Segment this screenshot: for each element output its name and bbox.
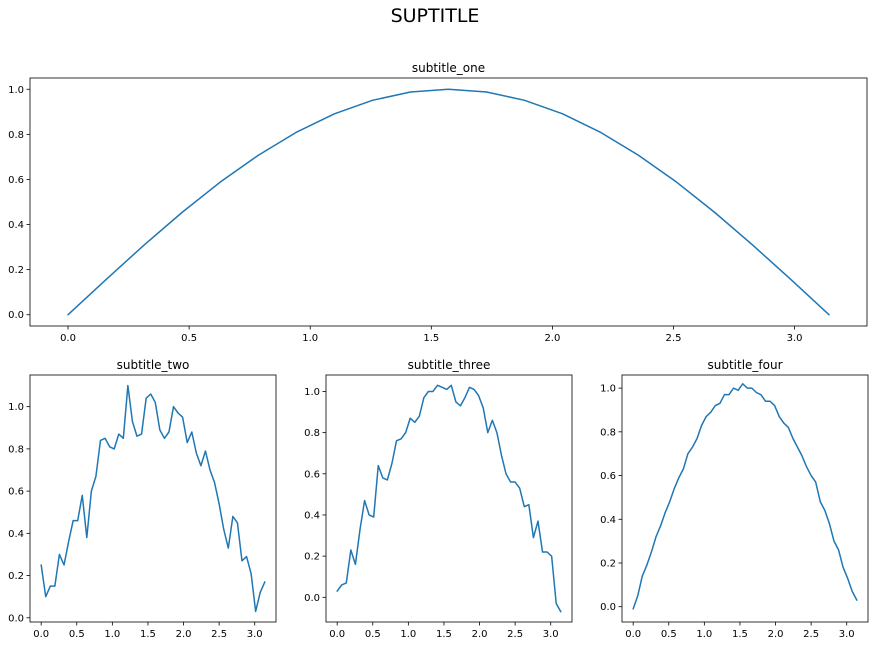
subplot-two: subtitle_two 0.0 0.5 1.0 1.5 2.0 2.5 3.0 0.0 0.2 0… [8,358,277,640]
y-tick-label: 0.2 [8,265,24,276]
axes-frame-four [621,374,869,623]
x-tick-label: 1.5 [436,629,452,640]
y-tick-label: 0.4 [8,529,24,540]
x-tick-label: 1.5 [423,333,439,344]
series-line-four [632,382,858,610]
subplot-title-one: subtitle_one [412,61,485,75]
series-line-two [40,384,266,613]
y-tick-label: 1.0 [8,85,24,96]
x-tick-label: 2.5 [211,629,227,640]
y-tick-label: 0.4 [304,510,320,521]
y-tick-label: 0.4 [8,220,24,231]
series-line-one [67,88,830,316]
x-tick-label: 1.0 [104,629,120,640]
x-tick-label: 2.5 [666,333,682,344]
x-tick-label: 0.0 [60,333,76,344]
x-tick-label: 2.0 [544,333,560,344]
x-tick-label: 2.5 [803,629,819,640]
y-tick-label: 0.6 [600,471,616,482]
x-tick-label: 0.0 [625,629,641,640]
x-tick-label: 3.0 [787,333,803,344]
subplot-title-two: subtitle_two [117,358,190,372]
subplot-title-three: subtitle_three [408,358,491,372]
x-tick-label: 2.0 [768,629,784,640]
y-tick-label: 0.8 [304,428,320,439]
subplot-title-four: subtitle_four [707,358,782,372]
x-tick-label: 1.0 [302,333,318,344]
x-tick-label: 2.0 [472,629,488,640]
y-tick-label: 1.0 [8,402,24,413]
x-tick-label: 1.0 [696,629,712,640]
x-tick-label: 0.0 [329,629,345,640]
y-tick-label: 0.6 [304,469,320,480]
x-tick-label: 0.0 [33,629,49,640]
y-tick-label: 0.6 [8,175,24,186]
y-tick-label: 0.0 [304,593,320,604]
y-tick-label: 0.0 [600,602,616,613]
y-tick-label: 1.0 [600,384,616,395]
y-tick-label: 0.0 [8,613,24,624]
y-tick-label: 0.2 [600,558,616,569]
x-tick-label: 2.5 [507,629,523,640]
x-tick-label: 0.5 [69,629,85,640]
x-tick-label: 0.5 [365,629,381,640]
x-tick-label: 2.0 [176,629,192,640]
x-tick-label: 3.0 [247,629,263,640]
x-tick-label: 1.5 [732,629,748,640]
axes-frame-two [29,374,277,623]
axes-frame-three [325,374,573,623]
subplot-three: subtitle_three 0.0 0.5 1.0 1.5 2.0 2.5 3.0 0.0 0.… [304,358,573,640]
y-tick-label: 0.2 [8,571,24,582]
y-tick-label: 0.2 [304,552,320,563]
y-tick-label: 0.8 [600,427,616,438]
y-tick-label: 1.0 [304,387,320,398]
axes-frame-one [29,77,868,327]
subplot-one: subtitle_one 0.0 0.5 1.0 1.5 2.0 2.5 3.0 0.0 0.2 0… [8,61,868,344]
y-tick-label: 0.8 [8,130,24,141]
y-tick-label: 0.4 [600,515,616,526]
y-tick-label: 0.6 [8,487,24,498]
x-tick-label: 3.0 [839,629,855,640]
y-tick-label: 0.8 [8,444,24,455]
x-tick-label: 0.5 [661,629,677,640]
suptitle: SUPTITLE [391,5,480,27]
x-tick-label: 1.5 [140,629,156,640]
subplot-four: subtitle_four 0.0 0.5 1.0 1.5 2.0 2.5 3.0 0.0 0.2… [600,358,869,640]
x-tick-label: 0.5 [181,333,197,344]
x-tick-label: 3.0 [543,629,559,640]
y-tick-label: 0.0 [8,310,24,321]
series-line-three [336,384,562,613]
x-tick-label: 1.0 [400,629,416,640]
